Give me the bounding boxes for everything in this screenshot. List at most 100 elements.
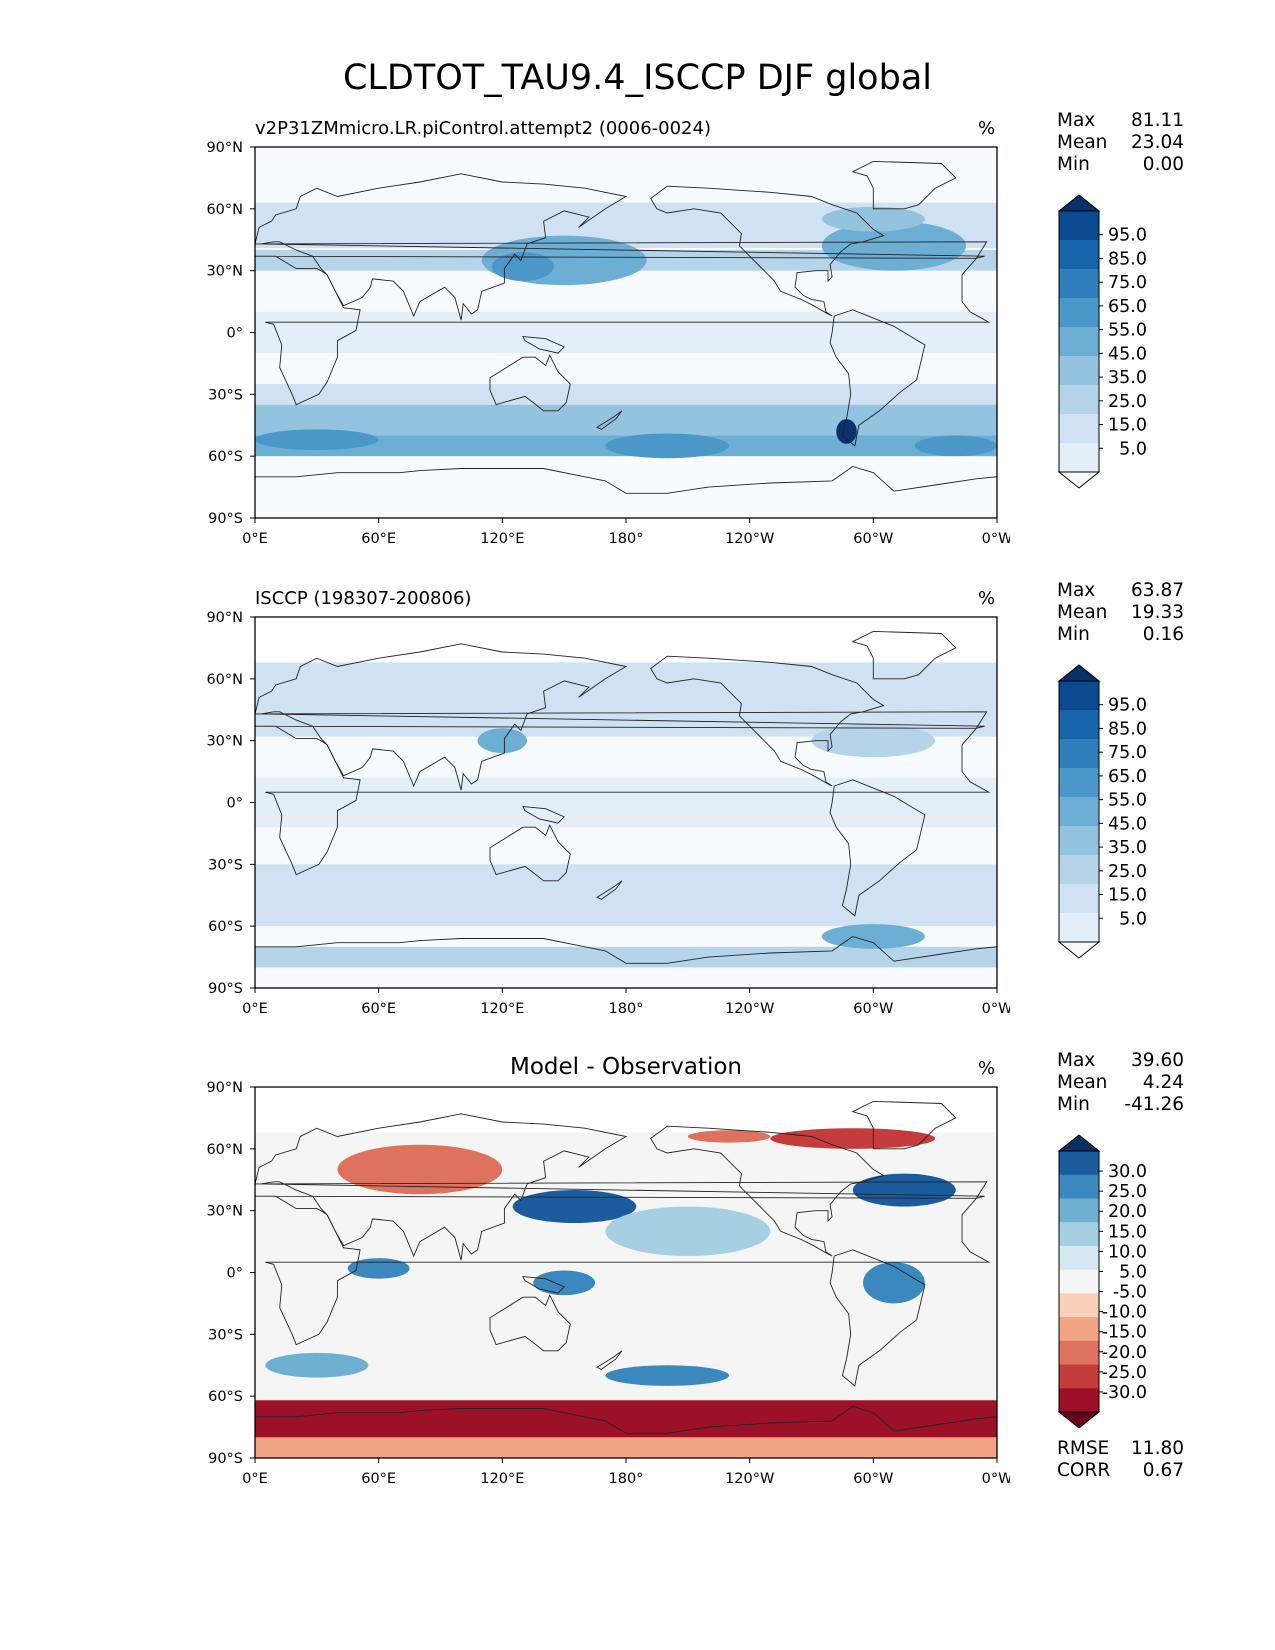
coastline [851,1100,957,1150]
colorbar-swatch [1059,443,1099,473]
colorbar-extend-bottom [1057,471,1101,489]
colorbar-extend-top [1057,664,1101,682]
cloud-blob [811,724,936,758]
diff-band [255,1437,997,1458]
colorbar-swatch [1059,739,1099,769]
coastline [489,824,571,882]
lat-tick-label: 90°S [208,511,243,527]
plot-title: Model - Observation [509,1054,743,1080]
units-label: % [978,118,996,139]
diff-blob [687,1130,771,1143]
colorbar-swatch [1059,1222,1099,1247]
lat-tick-label: 90°S [208,981,243,997]
lat-tick-label: 30°N [206,734,243,750]
observation-panel: ISCCP (198307-200806) % 90°N 60°N 30°N 0° 30… [0,580,1275,1040]
colorbar-label: -5.0 [1113,1283,1147,1303]
lon-tick-label: 180° [609,1001,644,1017]
colorbar-swatch [1059,768,1099,798]
figure-title: CLDTOT_TAU9.4_ISCCP DJF global [342,58,932,98]
coastline [522,806,565,824]
coastline [829,779,926,917]
colorbar-swatch [1059,681,1099,711]
colorbar-label: 85.0 [1108,719,1147,739]
colorbar-label: 35.0 [1108,368,1147,388]
coastline [254,725,991,876]
colorbar-label: 85.0 [1108,249,1147,269]
stat-value: 0.16 [1142,624,1184,645]
coastline [650,1125,885,1257]
lat-tick-label: 60°N [206,1142,243,1158]
colorbar-label: 95.0 [1108,226,1147,246]
coastline [489,354,571,412]
lat-tick-label: 60°S [208,919,243,935]
cloud-band [255,864,997,927]
colorbar-extend-bottom [1057,1411,1101,1429]
lon-tick-label: 120°W [725,1001,774,1017]
coastline [851,160,957,210]
stat-value: 0.00 [1142,154,1184,175]
coastline [596,880,623,900]
colorbar-label: 15.0 [1108,1222,1147,1242]
colorbar-label: -10.0 [1102,1303,1147,1323]
lon-tick-label: 120°W [725,531,774,547]
colorbar-label: 15.0 [1108,886,1147,906]
colorbar-label: 55.0 [1108,321,1147,341]
stat-label: Max [1057,110,1096,131]
lon-tick-label: 60°E [361,1001,396,1017]
colorbar-label: 55.0 [1108,791,1147,811]
stat-value: 81.11 [1131,110,1184,131]
stat-label: Max [1057,580,1096,601]
coastline [254,936,998,989]
lat-tick-label: 90°N [206,610,243,626]
units-label: % [978,1058,996,1079]
colorbar-swatch [1059,1245,1099,1271]
colorbar-swatch [1059,298,1099,328]
diff-blob [852,1173,956,1207]
lon-tick-label: 60°E [361,1471,396,1487]
stat-label: Min [1057,624,1090,645]
map-plot: 90°N 60°N 30°N 0° 30°S 60°S 90°S 0°E 60°E 120°E 18… [206,1080,1010,1487]
map-plot: 90°N 60°N 30°N 0° 30°S 60°S 90°S 0°E 60°E 120°E 18… [206,610,1010,1017]
coastline [596,410,623,430]
lon-tick-label: 0°E [242,1001,268,1017]
lat-tick-label: 0° [227,1266,243,1282]
stat-label: Min [1057,154,1090,175]
lat-tick-label: 90°S [208,1451,243,1467]
diff-blob [770,1128,936,1149]
stat-value: 39.60 [1131,1050,1184,1071]
colorbar-label: 35.0 [1108,838,1147,858]
colorbar-label: 25.0 [1108,392,1147,412]
difference-panel: Model - Observation % 90°N 60°N 30°N 0° 30°S… [0,1050,1275,1510]
stat-value: 19.33 [1131,602,1184,623]
colorbar-label: 75.0 [1108,743,1147,763]
diff-blob [265,1352,369,1378]
colorbar-swatch [1059,884,1099,914]
diff-blob [533,1270,596,1296]
diff-blob [347,1258,410,1279]
lat-tick-label: 30°N [206,264,243,280]
coastline [489,1294,571,1352]
lon-tick-label: 180° [609,1471,644,1487]
lon-tick-label: 60°W [853,1471,893,1487]
plot-title: ISCCP (198307-200806) [255,588,472,609]
lon-tick-label: 0°E [242,531,268,547]
metric-label: CORR [1057,1460,1111,1481]
colorbar-label: 15.0 [1108,416,1147,436]
colorbar: 95.0 85.0 75.0 65.0 55.0 45.0 35.0 25.0 15.0 5.0 [1057,194,1147,489]
colorbar-label: -15.0 [1102,1323,1147,1343]
colorbar-swatch [1059,1151,1099,1176]
coastline [596,1350,623,1370]
stat-value: 23.04 [1131,132,1184,153]
colorbar-swatch [1059,913,1099,943]
colorbar-label: -30.0 [1102,1383,1147,1403]
lat-tick-label: 30°S [208,857,243,873]
diff-band [255,1400,997,1438]
colorbar-swatch [1059,1293,1099,1318]
cloud-blob [836,419,857,444]
lat-tick-label: 90°N [206,1080,243,1096]
colorbar-label: 45.0 [1108,814,1147,834]
diff-blob [512,1190,637,1224]
stat-value: 4.24 [1142,1072,1184,1093]
cloud-band [255,384,997,405]
stat-label: Mean [1057,1072,1108,1093]
